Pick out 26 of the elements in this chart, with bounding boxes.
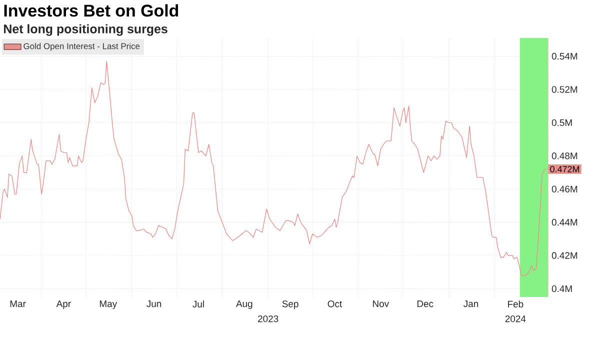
x-tick-label: Dec <box>417 300 434 308</box>
annotation: 0.472M <box>550 166 579 172</box>
x-tick-label: Oct <box>328 300 342 308</box>
x-tick-label: Nov <box>373 300 390 308</box>
y-tick-label: 0.4M <box>552 285 572 292</box>
chart-subtitle: Net long positioning surges <box>4 24 168 36</box>
x-tick-label: Mar <box>10 300 26 308</box>
x-tick-label: Feb <box>508 300 524 308</box>
x2-tick-label: 2024 <box>505 315 526 322</box>
y-tick-label: 0.46M <box>552 186 578 192</box>
y-tick-label: 0.42M <box>552 252 578 259</box>
x-tick-label: Jul <box>192 300 204 308</box>
x-tick-label: Aug <box>236 300 252 309</box>
legend-label: Gold Open Interest - Last Price <box>24 42 140 51</box>
y-tick-label: 0.5M <box>552 119 572 126</box>
x2-tick-label: 2023 <box>258 315 278 322</box>
x-tick-label: Sep <box>282 300 298 310</box>
x-tick-label: May <box>100 300 118 309</box>
y-tick-label: 0.48M <box>552 152 578 160</box>
x-tick-label: Jan <box>464 300 478 308</box>
x-tick-label: Jun <box>146 300 162 308</box>
x-tick-label: Apr <box>56 300 71 309</box>
chart-title: Investors Bet on Gold <box>4 4 178 17</box>
y-tick-label: 0.52M <box>552 86 578 93</box>
y-tick-label: 0.44M <box>552 218 578 226</box>
y-tick-label: 0.54M <box>552 52 578 60</box>
